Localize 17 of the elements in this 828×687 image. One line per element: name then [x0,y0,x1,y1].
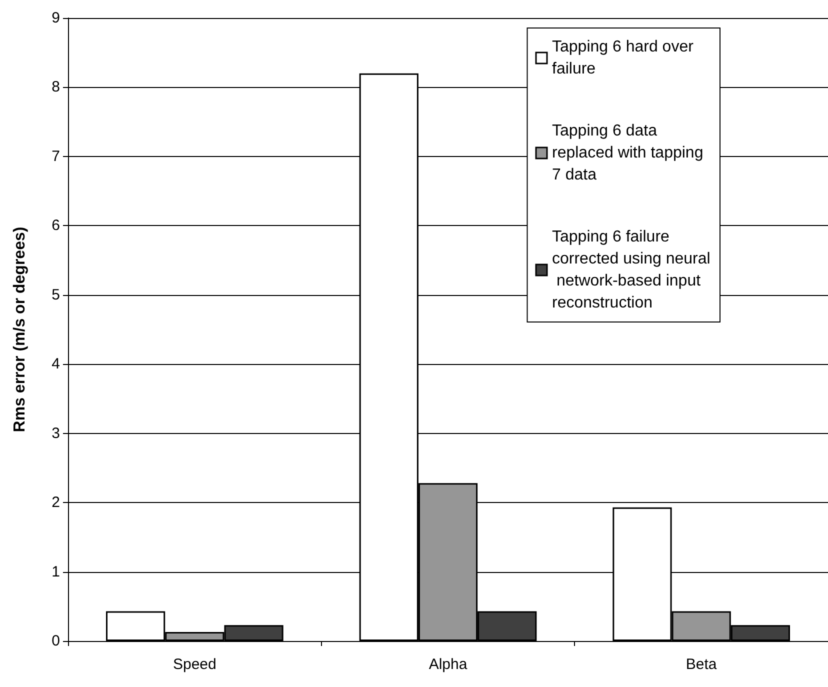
y-tick-label: 9 [52,10,60,26]
y-tick-label: 5 [52,286,60,304]
x-tick-label: Alpha [428,656,468,673]
legend-label: Tapping 6 hard over failure [552,38,698,78]
x-tick-label: Beta [686,656,718,673]
y-tick-label: 4 [52,356,60,373]
legend-label: Tapping 6 failure corrected using neural network-based input reconstruction [552,228,710,312]
y-tick-label: 3 [52,424,60,442]
y-tick-label: 6 [52,217,60,234]
y-tick-label: 1 [52,563,60,580]
y-tick-label: 7 [52,148,60,165]
y-tick-label: 0 [52,632,60,650]
y-tick-label: 2 [52,494,60,512]
x-tick-label: Speed [172,656,216,673]
legend-label: Tapping 6 data replaced with tapping 7 data [552,122,708,184]
y-axis-title: Rms error (m/s or degrees) [12,226,28,432]
y-tick-label: 8 [52,78,60,96]
